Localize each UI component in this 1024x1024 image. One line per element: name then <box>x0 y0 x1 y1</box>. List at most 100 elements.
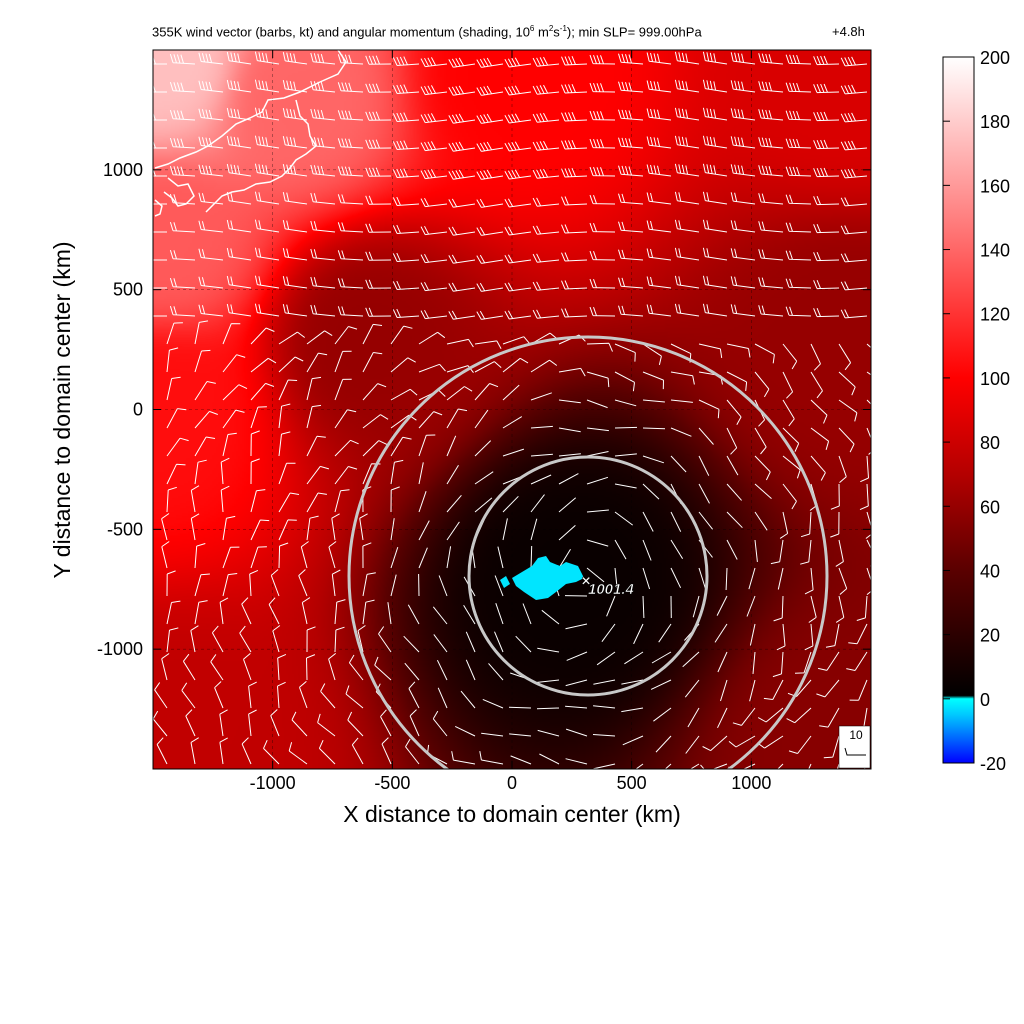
wind-barb <box>670 371 695 385</box>
wind-barb <box>310 136 336 149</box>
wind-barb <box>646 80 672 93</box>
wind-barb <box>754 539 758 562</box>
wind-barb <box>646 276 672 289</box>
wind-barb <box>725 567 728 591</box>
wind-barb <box>446 338 474 348</box>
wind-barb <box>674 191 700 205</box>
wind-barb <box>166 627 179 653</box>
wind-barb <box>277 681 286 709</box>
wind-barb <box>504 113 532 124</box>
wind-barb <box>508 706 532 709</box>
wind-barb <box>169 81 196 93</box>
wind-barb <box>565 679 588 687</box>
wind-barb <box>618 53 644 65</box>
wind-barb <box>537 647 560 653</box>
wind-barb <box>210 654 224 681</box>
colorbar-tick-label: 200 <box>980 48 1010 68</box>
wind-barb <box>306 515 319 541</box>
wind-barb <box>181 682 196 709</box>
wind-barb <box>698 343 723 358</box>
wind-barb <box>670 399 693 403</box>
wind-barb <box>288 742 308 765</box>
wind-barb <box>779 511 789 539</box>
wind-barb <box>622 735 644 746</box>
wind-barb <box>310 276 336 289</box>
wind-barb <box>241 597 252 625</box>
wind-barb <box>840 253 868 263</box>
wind-barb <box>558 427 581 433</box>
wind-barb <box>504 57 532 68</box>
wind-barb <box>618 193 644 205</box>
wind-barb <box>565 623 588 630</box>
wind-barb <box>804 623 814 651</box>
shading-field <box>153 50 871 769</box>
wind-barb <box>504 282 532 292</box>
wind-barb <box>365 139 392 149</box>
wind-barb <box>476 198 504 208</box>
wind-barb <box>785 110 812 121</box>
wind-barb <box>362 414 389 429</box>
wind-barb <box>758 193 784 205</box>
wind-barb <box>537 729 560 737</box>
wind-barb <box>816 679 840 698</box>
wind-barb <box>835 595 845 623</box>
wind-barb <box>357 625 366 653</box>
x-tick-label: 1000 <box>731 773 771 793</box>
wind-barb <box>390 357 416 373</box>
wind-barb <box>614 567 618 590</box>
wind-barb <box>541 609 560 625</box>
wind-barb <box>328 541 337 569</box>
wind-barb <box>730 52 756 65</box>
wind-barb <box>646 220 672 233</box>
wind-barb <box>859 483 869 511</box>
wind-barb <box>589 166 616 177</box>
wind-barb <box>621 707 644 713</box>
wind-barb <box>808 595 817 623</box>
wind-barb <box>278 379 298 401</box>
wind-barb <box>730 248 756 261</box>
wind-barb <box>720 679 728 702</box>
wind-barb <box>392 56 420 66</box>
wind-barb <box>532 56 560 67</box>
wind-barb <box>306 435 326 457</box>
wind-barb <box>194 410 218 429</box>
wind-barb <box>754 343 775 364</box>
wind-barb <box>166 486 177 513</box>
wind-barb <box>250 519 270 541</box>
wind-barb <box>476 141 504 152</box>
wind-barb <box>448 169 476 180</box>
wind-barb <box>749 679 756 702</box>
wind-barb <box>365 167 392 177</box>
wind-barb <box>589 278 616 289</box>
coastline-path <box>154 199 163 217</box>
wind-barb <box>169 221 196 233</box>
wind-barb <box>226 163 252 177</box>
wind-barb <box>866 427 871 455</box>
wind-barb <box>530 453 553 457</box>
colorbar-tick-label: -20 <box>980 754 1006 774</box>
forecast-time-label: +4.8h <box>832 24 865 39</box>
wind-barb <box>674 107 700 121</box>
wind-barb <box>785 82 812 93</box>
wind-barb <box>474 409 489 429</box>
wind-barb <box>310 220 336 233</box>
wind-barb <box>156 737 168 765</box>
wind-barb <box>810 455 826 481</box>
wind-barb <box>646 192 672 205</box>
wind-barb <box>282 79 308 93</box>
wind-barb <box>646 136 672 149</box>
wind-barb <box>726 427 738 455</box>
wind-barb <box>646 248 672 261</box>
wind-barb <box>752 651 756 674</box>
wind-barb <box>670 455 687 473</box>
wind-barb <box>785 250 812 261</box>
wind-barb <box>785 166 812 177</box>
wind-barb <box>268 597 280 625</box>
wind-barb <box>674 303 700 317</box>
wind-barb <box>337 278 364 289</box>
wind-barb <box>758 109 784 121</box>
wind-barb <box>502 416 523 429</box>
wind-barb <box>476 169 504 180</box>
wind-barb <box>866 399 871 405</box>
wind-barb <box>502 384 520 401</box>
